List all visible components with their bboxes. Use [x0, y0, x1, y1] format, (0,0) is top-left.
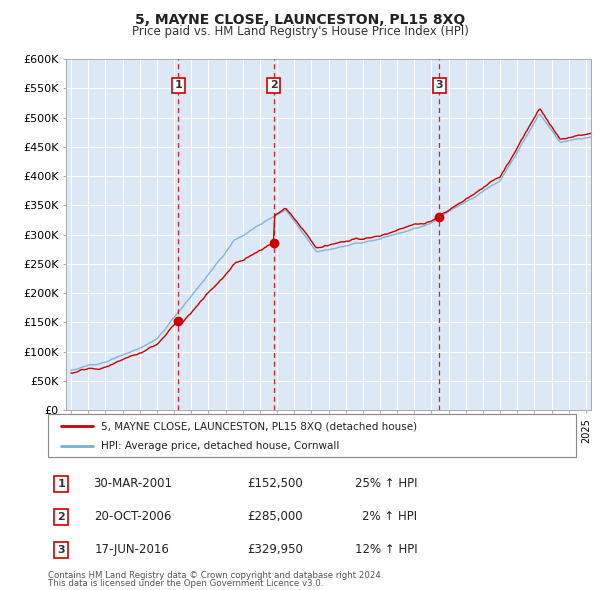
Text: 5, MAYNE CLOSE, LAUNCESTON, PL15 8XQ (detached house): 5, MAYNE CLOSE, LAUNCESTON, PL15 8XQ (de…: [101, 421, 417, 431]
Text: This data is licensed under the Open Government Licence v3.0.: This data is licensed under the Open Gov…: [48, 579, 323, 588]
Text: £285,000: £285,000: [247, 510, 303, 523]
Text: 3: 3: [58, 545, 65, 555]
Text: 2% ↑ HPI: 2% ↑ HPI: [362, 510, 418, 523]
Text: £152,500: £152,500: [247, 477, 303, 490]
Text: HPI: Average price, detached house, Cornwall: HPI: Average price, detached house, Corn…: [101, 441, 339, 451]
Text: Contains HM Land Registry data © Crown copyright and database right 2024.: Contains HM Land Registry data © Crown c…: [48, 571, 383, 580]
Text: £329,950: £329,950: [247, 543, 303, 556]
Text: 2: 2: [58, 512, 65, 522]
Text: 1: 1: [175, 80, 182, 90]
Text: 12% ↑ HPI: 12% ↑ HPI: [355, 543, 418, 556]
Text: 1: 1: [58, 479, 65, 489]
FancyBboxPatch shape: [48, 414, 576, 457]
Text: Price paid vs. HM Land Registry's House Price Index (HPI): Price paid vs. HM Land Registry's House …: [131, 25, 469, 38]
Text: 2: 2: [270, 80, 277, 90]
Text: 30-MAR-2001: 30-MAR-2001: [93, 477, 172, 490]
Text: 3: 3: [436, 80, 443, 90]
Text: 17-JUN-2016: 17-JUN-2016: [95, 543, 170, 556]
Text: 25% ↑ HPI: 25% ↑ HPI: [355, 477, 418, 490]
Text: 5, MAYNE CLOSE, LAUNCESTON, PL15 8XQ: 5, MAYNE CLOSE, LAUNCESTON, PL15 8XQ: [135, 13, 465, 27]
Text: 20-OCT-2006: 20-OCT-2006: [94, 510, 171, 523]
